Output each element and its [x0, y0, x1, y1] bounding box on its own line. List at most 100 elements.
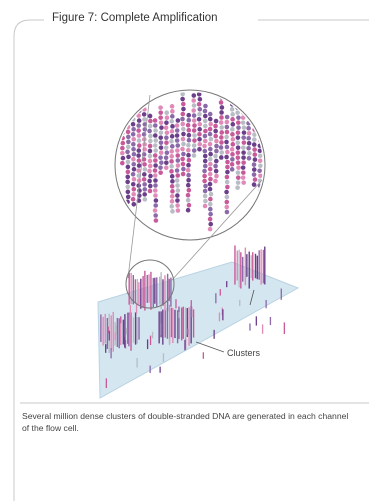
base: [203, 129, 208, 134]
base: [208, 172, 213, 177]
base: [252, 147, 257, 152]
strand: [107, 327, 108, 334]
base: [230, 127, 235, 132]
base: [202, 144, 207, 149]
base: [148, 144, 153, 149]
base: [131, 127, 136, 132]
strand: [133, 275, 134, 304]
base: [142, 172, 147, 177]
base: [153, 138, 158, 143]
base: [219, 120, 224, 125]
base: [209, 192, 214, 197]
strand: [183, 307, 184, 339]
base: [131, 137, 136, 142]
strand: [256, 316, 257, 325]
base: [153, 123, 158, 128]
base: [187, 188, 192, 193]
strand: [162, 279, 163, 305]
base: [170, 114, 175, 119]
strand: [117, 318, 118, 347]
base: [247, 156, 252, 161]
base: [186, 123, 191, 128]
base: [142, 192, 147, 197]
base: [158, 165, 163, 170]
base: [175, 183, 180, 188]
base: [153, 163, 158, 168]
base: [176, 158, 181, 163]
strand: [154, 278, 155, 304]
base: [158, 170, 163, 175]
base: [181, 127, 186, 132]
base: [131, 132, 136, 137]
base: [252, 102, 257, 107]
base: [136, 123, 141, 128]
base: [252, 152, 257, 157]
base: [208, 202, 213, 207]
strand: [100, 314, 101, 341]
base: [225, 175, 230, 180]
base: [208, 152, 213, 157]
base: [153, 203, 158, 208]
base: [159, 160, 164, 165]
strand: [128, 312, 129, 346]
base: [225, 210, 230, 215]
base: [187, 133, 192, 138]
base: [169, 164, 174, 169]
base: [170, 109, 175, 114]
base: [126, 160, 131, 165]
base: [142, 162, 147, 167]
base: [224, 155, 229, 160]
base: [224, 140, 229, 145]
strand: [222, 309, 223, 320]
base: [153, 193, 158, 198]
strand: [105, 314, 106, 344]
base: [219, 145, 224, 150]
base: [208, 147, 213, 152]
base: [169, 159, 174, 164]
base: [158, 115, 163, 120]
base: [143, 167, 148, 172]
base: [209, 137, 214, 142]
base: [120, 146, 125, 151]
strand: [215, 293, 216, 303]
base: [203, 114, 208, 119]
strand: [255, 254, 256, 278]
base: [137, 133, 142, 138]
base: [180, 117, 185, 122]
base: [224, 190, 229, 195]
base: [208, 217, 213, 222]
base: [175, 153, 180, 158]
strand: [174, 310, 175, 338]
strand: [123, 320, 124, 345]
base: [258, 158, 263, 163]
base: [192, 153, 197, 158]
strand: [252, 252, 253, 280]
base: [164, 160, 169, 165]
base: [159, 125, 164, 130]
strand: [171, 308, 172, 337]
base: [153, 158, 158, 163]
base: [246, 136, 251, 141]
base: [125, 215, 130, 220]
strand: [162, 310, 163, 345]
base: [191, 98, 196, 103]
strand: [203, 352, 204, 359]
base: [208, 207, 213, 212]
base: [257, 198, 262, 203]
strand: [249, 252, 250, 289]
base: [231, 137, 236, 142]
base: [192, 148, 197, 153]
base: [219, 135, 224, 140]
base: [137, 163, 142, 168]
base: [219, 150, 224, 155]
strand: [213, 330, 214, 339]
strand: [113, 312, 114, 352]
base: [142, 177, 147, 182]
strand: [262, 324, 263, 333]
strand: [153, 278, 154, 307]
base: [219, 125, 224, 130]
base: [213, 164, 218, 169]
base: [241, 170, 246, 175]
base: [241, 165, 246, 170]
base: [192, 128, 197, 133]
